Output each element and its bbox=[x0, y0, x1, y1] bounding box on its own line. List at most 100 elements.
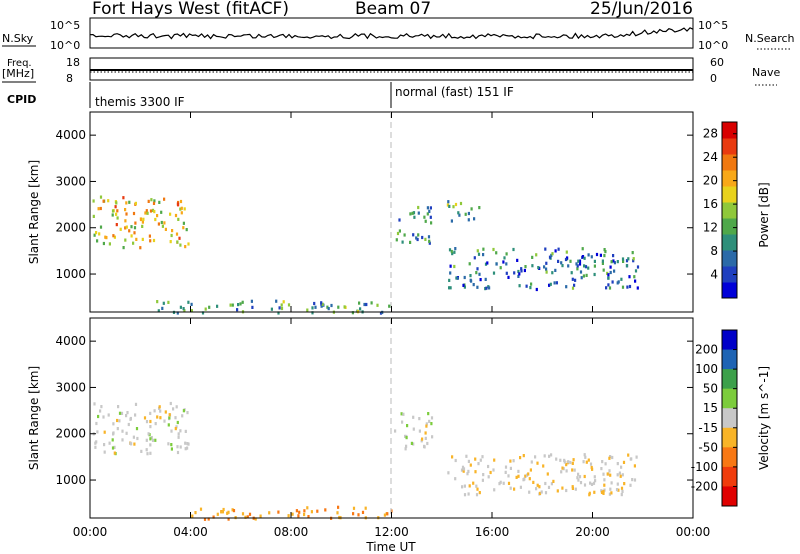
velocity-cell bbox=[529, 468, 532, 472]
velocity-cell bbox=[565, 488, 568, 493]
velocity-cell bbox=[623, 482, 626, 486]
velocity-cell bbox=[507, 481, 511, 485]
power-cell bbox=[164, 227, 167, 231]
power-cell bbox=[612, 254, 615, 258]
velocity-cell bbox=[561, 486, 564, 490]
velocity-cell bbox=[617, 488, 620, 492]
y-tick-label: 3000 bbox=[55, 174, 86, 188]
power-cell bbox=[278, 306, 281, 310]
power-cell bbox=[314, 305, 317, 309]
power-cell bbox=[111, 209, 115, 213]
power-cell bbox=[239, 302, 242, 306]
power-cell bbox=[473, 217, 476, 221]
velocity-cell bbox=[499, 480, 502, 484]
power-cell bbox=[183, 309, 186, 313]
nsearch-tick-low: 10^0 bbox=[698, 39, 728, 52]
power-cell bbox=[608, 286, 612, 290]
velocity-cell bbox=[479, 458, 482, 462]
power-cell bbox=[158, 200, 161, 204]
power-cell bbox=[478, 206, 481, 210]
velocity-colorbar: 200 100 50 15 -15 -50 -100 -200 bbox=[691, 329, 738, 507]
velocity-cell bbox=[535, 487, 538, 491]
power-cell bbox=[634, 269, 638, 273]
velocity-cell bbox=[112, 431, 115, 435]
nsearch-tick-high: 10^5 bbox=[698, 19, 728, 32]
power-cell bbox=[287, 303, 291, 307]
power-cell bbox=[475, 271, 478, 275]
power-cell bbox=[583, 256, 586, 260]
power-cell bbox=[581, 255, 585, 259]
velocity-cell bbox=[620, 486, 624, 490]
velocity-cell bbox=[493, 458, 496, 462]
power-cell bbox=[161, 224, 164, 228]
power-cell bbox=[574, 278, 577, 282]
power-cell bbox=[537, 266, 540, 270]
power-cell bbox=[125, 201, 128, 205]
power-cell bbox=[627, 257, 630, 261]
velocity-cell bbox=[477, 462, 480, 466]
velocity-cell bbox=[615, 488, 619, 492]
power-cell bbox=[531, 264, 534, 268]
velocity-cell bbox=[241, 512, 245, 516]
velocity-colorbar-frame bbox=[721, 329, 738, 507]
power-cell bbox=[417, 205, 420, 210]
freq-tick-low: 8 bbox=[66, 72, 73, 85]
power-cell bbox=[429, 206, 432, 210]
power-cell bbox=[132, 241, 135, 245]
power-cell bbox=[611, 280, 614, 284]
power-cell bbox=[580, 276, 583, 280]
velocity-cell bbox=[186, 446, 189, 450]
velocity-cell bbox=[158, 405, 161, 409]
power-cell bbox=[183, 207, 186, 211]
velocity-cell bbox=[324, 508, 327, 512]
beam-title: Beam 07 bbox=[355, 0, 432, 19]
velocity-cell bbox=[159, 409, 162, 413]
velocity-cell bbox=[489, 470, 492, 475]
power-cell bbox=[145, 209, 148, 213]
power-cell bbox=[306, 308, 309, 312]
power-cell bbox=[517, 274, 520, 278]
y-tick-label: 2000 bbox=[55, 427, 86, 441]
power-cell bbox=[631, 251, 634, 255]
velocity-cell bbox=[95, 421, 98, 426]
velocity-colorbar-label: -50 bbox=[698, 440, 718, 454]
velocity-cell bbox=[466, 472, 469, 476]
velocity-cell bbox=[616, 473, 619, 477]
power-cell bbox=[570, 271, 573, 275]
power-cell bbox=[448, 286, 451, 290]
power-cell bbox=[134, 221, 137, 225]
velocity-cell bbox=[629, 457, 632, 461]
power-cell bbox=[599, 253, 602, 257]
velocity-cell bbox=[472, 481, 475, 485]
velocity-colorbar-swatch bbox=[722, 330, 737, 351]
power-cell bbox=[93, 233, 96, 237]
power-cell bbox=[115, 223, 118, 227]
velocity-cell bbox=[174, 427, 177, 431]
power-cell bbox=[607, 283, 610, 287]
velocity-cell bbox=[606, 472, 609, 476]
velocity-cell bbox=[149, 419, 152, 424]
velocity-cell bbox=[179, 429, 182, 433]
power-cell bbox=[270, 307, 273, 311]
power-cell bbox=[520, 269, 523, 273]
power-cell bbox=[424, 219, 427, 223]
power-cell bbox=[115, 201, 118, 205]
power-y-axis: 1000 2000 3000 4000 bbox=[55, 128, 693, 281]
power-cell bbox=[557, 259, 560, 263]
power-cell bbox=[472, 283, 475, 287]
power-cell bbox=[621, 285, 625, 289]
power-cell bbox=[170, 233, 173, 238]
velocity-cell bbox=[145, 438, 148, 442]
power-ylabel: Slant Range [km] bbox=[27, 160, 41, 264]
velocity-cell bbox=[509, 466, 512, 470]
x-tick-label: 08:00 bbox=[274, 525, 309, 539]
power-cell bbox=[149, 209, 153, 213]
velocity-cell bbox=[475, 484, 478, 488]
velocity-cell bbox=[149, 437, 152, 441]
velocity-cell bbox=[561, 466, 564, 470]
power-cell bbox=[448, 278, 451, 282]
power-cell bbox=[578, 259, 582, 263]
power-cell bbox=[530, 282, 533, 286]
velocity-cell bbox=[593, 490, 596, 494]
power-cell bbox=[632, 259, 635, 263]
